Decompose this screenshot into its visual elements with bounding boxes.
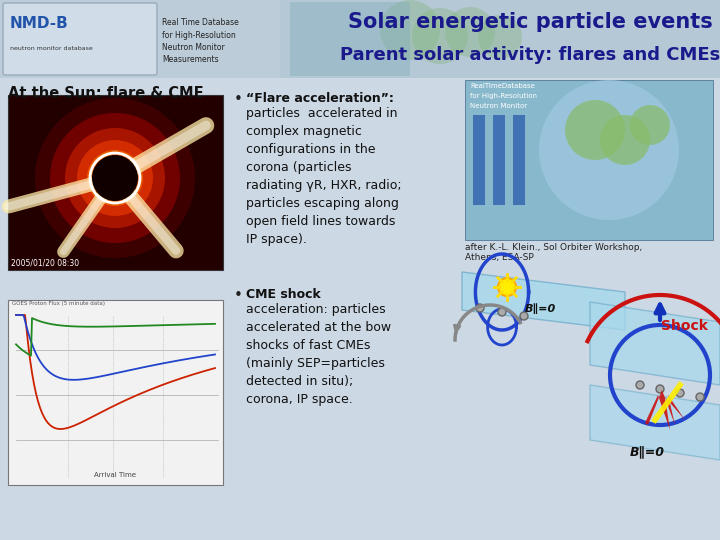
Text: B∥=0: B∥=0 [630, 445, 665, 458]
Text: neutron monitor database: neutron monitor database [10, 46, 93, 51]
Text: for High-Resolution: for High-Resolution [470, 93, 537, 99]
Circle shape [97, 160, 133, 196]
Text: Neutron Monitor: Neutron Monitor [470, 103, 527, 109]
Circle shape [478, 15, 522, 59]
Text: acceleration: particles
accelerated at the bow
shocks of fast CMEs
(mainly SEP=p: acceleration: particles accelerated at t… [246, 303, 391, 406]
Text: “Flare acceleration”:: “Flare acceleration”: [246, 92, 394, 105]
Circle shape [565, 100, 625, 160]
Text: GOES Proton Flux (5 minute data): GOES Proton Flux (5 minute data) [12, 301, 105, 306]
Polygon shape [645, 390, 685, 430]
FancyBboxPatch shape [3, 3, 157, 75]
Text: Real Time Database
for High-Resolution
Neutron Monitor
Measurements: Real Time Database for High-Resolution N… [162, 18, 239, 64]
Circle shape [35, 98, 195, 258]
Circle shape [636, 381, 644, 389]
Circle shape [539, 80, 679, 220]
Text: B∥=0: B∥=0 [525, 303, 557, 314]
Circle shape [445, 7, 495, 57]
Text: At the Sun: flare & CME: At the Sun: flare & CME [8, 86, 204, 101]
FancyBboxPatch shape [473, 115, 485, 205]
Text: RealTimeDatabase: RealTimeDatabase [470, 83, 535, 89]
Circle shape [498, 278, 516, 296]
FancyBboxPatch shape [0, 0, 720, 78]
Circle shape [656, 385, 664, 393]
FancyBboxPatch shape [0, 78, 720, 540]
Circle shape [87, 150, 143, 206]
FancyBboxPatch shape [513, 115, 525, 205]
Text: Shock: Shock [661, 319, 708, 333]
FancyBboxPatch shape [493, 115, 505, 205]
Text: particles  accelerated in
complex magnetic
configurations in the
corona (particl: particles accelerated in complex magneti… [246, 107, 402, 246]
Circle shape [380, 0, 440, 60]
FancyBboxPatch shape [290, 2, 410, 76]
Text: •: • [234, 288, 243, 303]
Circle shape [676, 389, 684, 397]
Circle shape [600, 115, 650, 165]
FancyBboxPatch shape [8, 95, 223, 270]
Circle shape [630, 105, 670, 145]
Circle shape [696, 393, 704, 401]
Circle shape [65, 128, 165, 228]
Text: 2005/01/20 08:30: 2005/01/20 08:30 [11, 258, 79, 267]
Circle shape [520, 312, 528, 320]
Circle shape [50, 113, 180, 243]
FancyBboxPatch shape [280, 0, 720, 78]
FancyBboxPatch shape [8, 300, 223, 485]
Polygon shape [590, 302, 720, 385]
Text: after K.-L. Klein., Sol Orbiter Workshop,
Athens, ESA-SP: after K.-L. Klein., Sol Orbiter Workshop… [465, 243, 642, 262]
Circle shape [412, 8, 468, 64]
Circle shape [476, 304, 484, 312]
Polygon shape [462, 272, 625, 330]
Polygon shape [590, 385, 720, 460]
Text: Arrival Time: Arrival Time [94, 472, 136, 478]
Text: NMD-B: NMD-B [10, 16, 68, 31]
Text: Solar energetic particle events: Solar energetic particle events [348, 12, 712, 32]
Circle shape [498, 308, 506, 316]
Circle shape [77, 140, 153, 216]
Text: CME shock: CME shock [246, 288, 320, 301]
Text: Parent solar activity: flares and CMEs: Parent solar activity: flares and CMEs [340, 46, 720, 64]
Text: •: • [234, 92, 243, 107]
FancyBboxPatch shape [465, 80, 713, 240]
Circle shape [92, 155, 138, 201]
